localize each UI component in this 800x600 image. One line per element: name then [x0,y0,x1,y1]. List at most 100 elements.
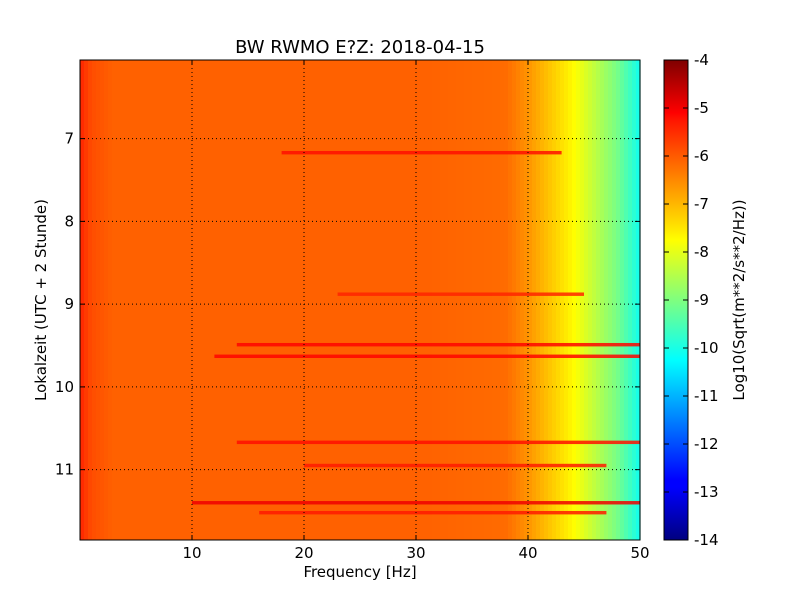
spectrum-column [468,60,473,540]
y-tick-label: 11 [55,461,74,479]
spectrum-column [460,60,465,540]
spectrum-column [180,60,185,540]
spectrum-column [92,60,97,540]
spectrum-column [300,60,305,540]
spectrum-column [348,60,353,540]
spectrum-column [140,60,145,540]
colorbar-tick-label: -8 [694,243,709,261]
spectrum-column [448,60,453,540]
spectrum-column [356,60,361,540]
spectrum-column [568,60,573,540]
y-tick-label: 9 [64,295,74,313]
spectrum-column [424,60,429,540]
x-tick-label: 30 [406,544,425,562]
spectrum-column [560,60,565,540]
y-axis-label: Lokalzeit (UTC + 2 Stunde) [32,199,50,401]
spectrum-column [592,60,597,540]
spectrogram-plot [80,60,641,540]
colorbar-tick-label: -10 [694,339,719,357]
spectrum-column [372,60,377,540]
spectrum-column [216,60,221,540]
spectrum-column [248,60,253,540]
spectrum-column [612,60,617,540]
spectrum-column [276,60,281,540]
spectrum-column [184,60,189,540]
spectrum-column [376,60,381,540]
spectrum-column [636,60,641,540]
spectrum-column [176,60,181,540]
spectrum-column [228,60,233,540]
colorbar-tick-label: -14 [694,531,719,549]
y-axis-ticks: 7 8 9 10 11 [55,130,640,479]
spectrum-column [420,60,425,540]
spectrum-column [620,60,625,540]
spectrum-column [116,60,121,540]
power-band [236,440,641,445]
spectrum-column [268,60,273,540]
spectrum-column [452,60,457,540]
spectrum-column [296,60,301,540]
spectrum-column [536,60,541,540]
spectrum-column [632,60,637,540]
power-band [192,501,640,505]
spectrum-column [604,60,609,540]
spectrum-column [332,60,337,540]
spectrum-column [400,60,405,540]
spectrum-column [80,60,85,540]
y-tick-label: 8 [64,212,74,230]
spectrum-column [88,60,93,540]
spectrum-column [492,60,497,540]
spectrum-column [512,60,517,540]
spectrum-column [552,60,557,540]
spectrum-column [108,60,113,540]
spectrum-column [232,60,237,540]
power-band [236,342,641,347]
spectrum-column [352,60,357,540]
spectrum-column [316,60,321,540]
spectrum-column [472,60,477,540]
spectrum-column [580,60,585,540]
spectrum-column [368,60,373,540]
spectrum-column [128,60,133,540]
y-tick-label: 7 [64,130,74,148]
spectrum-column [624,60,629,540]
spectrum-column [244,60,249,540]
spectrum-column [164,60,169,540]
spectrum-column [112,60,117,540]
spectrum-column [84,60,89,540]
spectrum-column [144,60,149,540]
colorbar-tick-label: -12 [694,435,719,453]
spectrum-column [192,60,197,540]
x-tick-label: 50 [630,544,649,562]
spectrum-column [476,60,481,540]
spectrum-column [544,60,549,540]
spectrum-column [196,60,201,540]
spectrum-column [464,60,469,540]
spectrum-column [236,60,241,540]
spectrum-column [388,60,393,540]
y-tick-label: 10 [55,378,74,396]
colorbar-tick-label: -7 [694,195,709,213]
spectrum-column [484,60,489,540]
spectrum-column [564,60,569,540]
spectrum-column [188,60,193,540]
spectrum-column [172,60,177,540]
spectrum-column [500,60,505,540]
spectrum-column [160,60,165,540]
spectrum-column [308,60,313,540]
spectrum-column [480,60,485,540]
spectrum-column [104,60,109,540]
spectrum-column [496,60,501,540]
spectrum-column [548,60,553,540]
spectrum-column [288,60,293,540]
spectrum-column [208,60,213,540]
spectrum-column [428,60,433,540]
power-band [304,463,607,468]
spectrum-column [292,60,297,540]
spectrum-column [200,60,205,540]
spectrum-column [272,60,277,540]
spectrum-column [360,60,365,540]
spectrum-column [380,60,385,540]
spectrum-column [156,60,161,540]
